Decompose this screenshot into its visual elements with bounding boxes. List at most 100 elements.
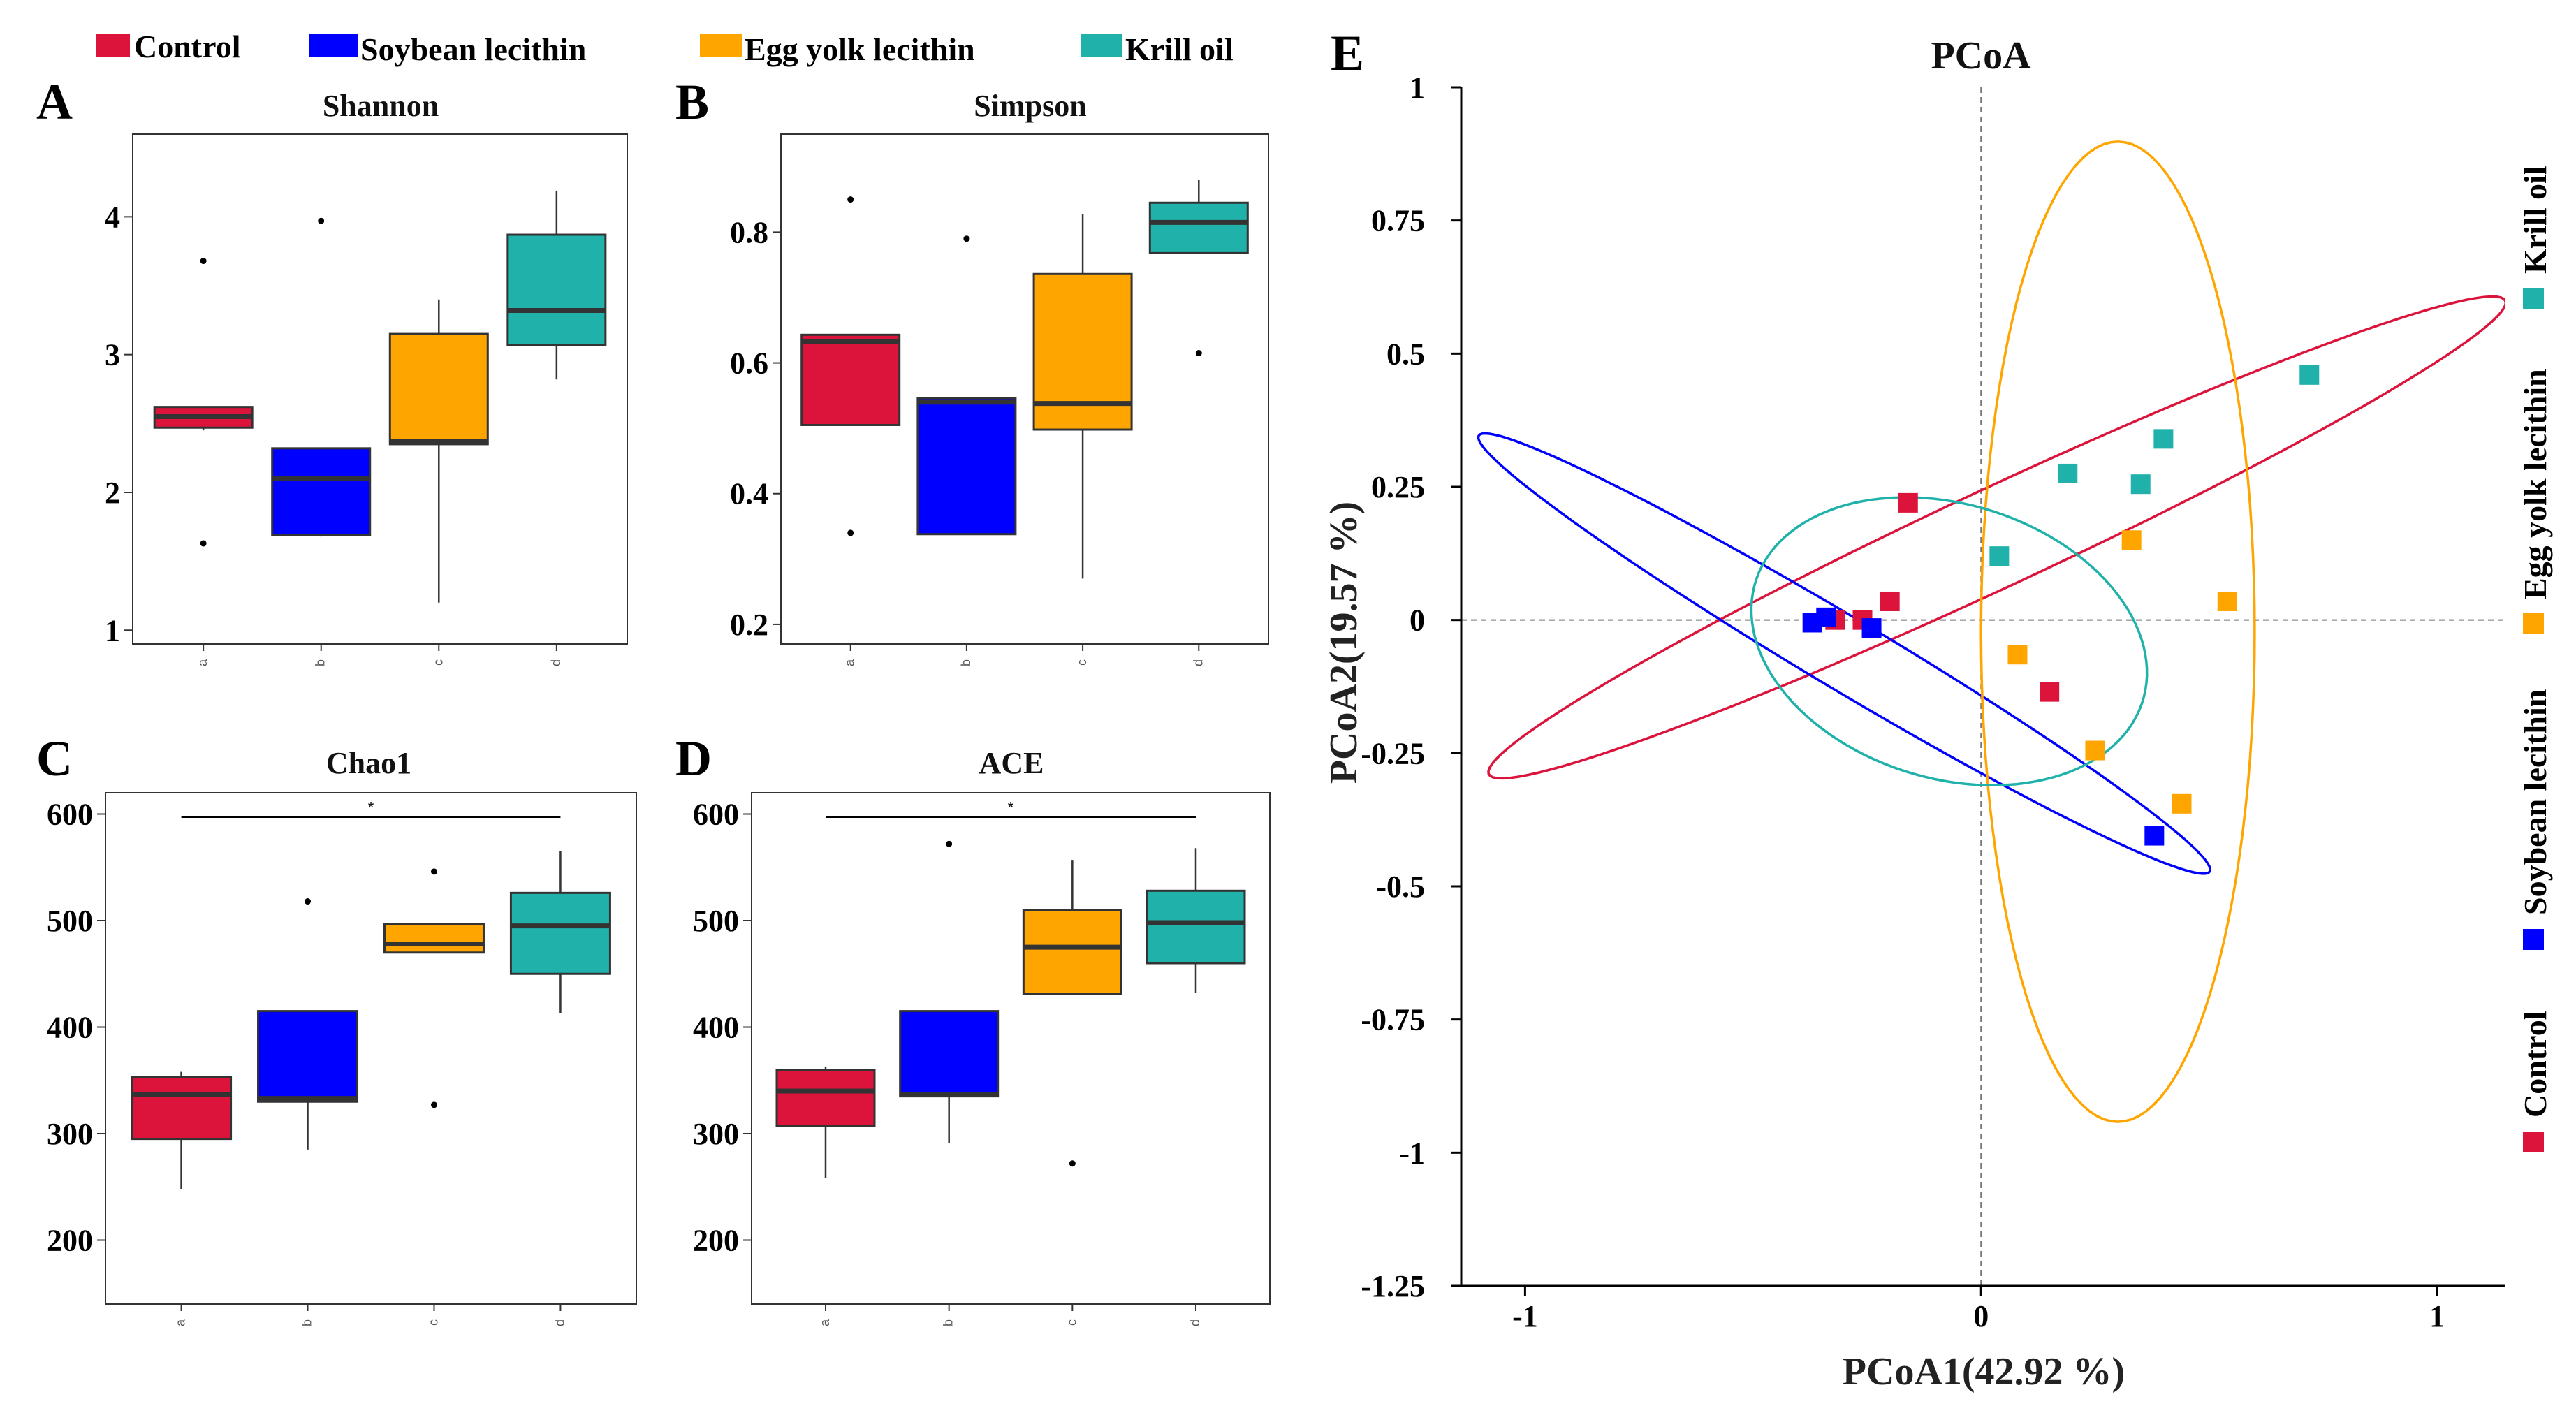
y-tick-label: 400 [47, 1011, 93, 1045]
box-a [131, 1076, 233, 1141]
box-d [509, 891, 611, 975]
box-b [271, 447, 372, 536]
x-tick-label: c [1075, 659, 1089, 666]
point-egg-yolk-lecithin [2085, 740, 2105, 761]
y-tick-label: -0.75 [1361, 1003, 1425, 1037]
panel-e-x-axis-label: PCoA1(42.92 %) [1843, 1350, 2125, 1393]
y-tick-label: -1.25 [1361, 1269, 1425, 1303]
legend-soybean-label: Soybean lecithin [360, 31, 586, 67]
outlier-point [946, 840, 953, 847]
panel-e-y-axis-label: PCoA2(19.57 %) [1322, 501, 1366, 784]
panel-b-frame [780, 133, 1269, 645]
box-c [383, 923, 485, 954]
y-tick-label: 500 [693, 904, 739, 938]
panel-d-boxes: * [775, 799, 1246, 1179]
significance-label: * [368, 799, 374, 816]
y-tick-label: 0.8 [730, 215, 768, 249]
y-tick-label: 4 [105, 200, 120, 234]
confidence-ellipse-soybean-lecithin [1477, 432, 2212, 875]
point-krill-oil [1989, 546, 2010, 566]
y-tick-label: 1 [105, 613, 120, 647]
y-tick-label: 0.5 [1386, 337, 1425, 371]
panel-c-frame [105, 792, 637, 1305]
box-b [916, 397, 1017, 536]
x-tick-label: a [818, 1319, 832, 1326]
y-tick-label: 1 [1410, 71, 1425, 105]
panel-a-shannon: A Shannon 1 2 3 4 a b c d [36, 74, 628, 666]
y-tick-label: 400 [693, 1011, 739, 1045]
outlier-point [430, 1101, 437, 1108]
outlier-point [318, 217, 325, 224]
legend-control-swatch [96, 34, 130, 57]
panel-e-pcoa: E PCoA -1.25 -1 -0.75 -0.5 -0.25 0 0.25 0.5 0.75… [1322, 25, 2553, 1393]
y-tick-label: 500 [47, 904, 93, 938]
panel-d-title: ACE [979, 746, 1044, 780]
panel-b-title: Simpson [974, 89, 1086, 123]
outlier-point [1195, 350, 1202, 357]
pcoa-legend-control-swatch [2523, 1132, 2544, 1152]
box-c [1022, 909, 1122, 995]
y-tick-label: 0.4 [730, 477, 768, 511]
point-control [2040, 682, 2060, 702]
pcoa-legend-krill-swatch [2523, 288, 2544, 309]
outlier-point [847, 196, 854, 203]
outlier-point [200, 258, 207, 265]
panel-a-axes: 1 2 3 4 a b c d [105, 200, 563, 666]
panel-letter-a: A [36, 74, 73, 130]
legend-soybean-swatch [309, 34, 358, 57]
outlier-point [1069, 1160, 1076, 1167]
legend-krill-swatch [1081, 34, 1122, 57]
box-a [775, 1069, 876, 1127]
box-b [899, 1010, 1000, 1098]
pcoa-legend-egg-yolk-label: Egg yolk lecithin [2517, 369, 2553, 599]
y-tick-label: 600 [693, 798, 739, 832]
y-tick-label: 0.2 [730, 608, 768, 642]
point-egg-yolk-lecithin [2172, 793, 2192, 814]
panel-d-ace: D ACE 200 300 400 500 600 a b c d * [675, 731, 1271, 1326]
panel-letter-d: D [675, 731, 712, 786]
point-soybean-lecithin [1816, 607, 1836, 627]
y-tick-label: 200 [693, 1224, 739, 1258]
panel-c-chao1: C Chao1 200 300 400 500 600 a b c d * [36, 731, 637, 1326]
panel-e-axes: -1.25 -1 -0.75 -0.5 -0.25 0 0.25 0.5 0.75 1 -1 0 1 [1361, 71, 2445, 1333]
y-tick-label: 300 [693, 1117, 739, 1151]
pcoa-legend-soybean-label: Soybean lecithin [2517, 689, 2553, 915]
point-control [1880, 591, 1900, 611]
y-tick-label: -1 [1399, 1136, 1425, 1170]
point-krill-oil [2153, 429, 2174, 449]
x-tick-label: d [552, 1319, 566, 1326]
outlier-point [200, 540, 207, 547]
legend-control-label: Control [134, 29, 241, 64]
x-tick-label: d [1191, 659, 1205, 666]
x-tick-label: b [314, 659, 328, 666]
point-egg-yolk-lecithin [2217, 591, 2237, 611]
point-krill-oil [2299, 365, 2320, 385]
panel-a-boxes [153, 190, 607, 603]
point-soybean-lecithin [1861, 618, 1882, 638]
panel-e-title: PCoA [1931, 34, 2031, 78]
x-tick-label: -1 [1512, 1299, 1538, 1333]
outlier-point [430, 868, 437, 875]
legend-egg-yolk-label: Egg yolk lecithin [745, 31, 975, 67]
panel-letter-c: C [36, 731, 73, 786]
significance-label: * [1008, 799, 1014, 816]
point-egg-yolk-lecithin [2121, 530, 2142, 550]
panel-e-ellipses [1477, 140, 2505, 1123]
outlier-point [963, 235, 970, 242]
panel-b-boxes [800, 180, 1249, 579]
box-d [506, 233, 607, 346]
panel-a-title: Shannon [323, 89, 439, 123]
point-soybean-lecithin [2144, 826, 2165, 846]
panel-c-boxes: * [131, 799, 611, 1189]
pcoa-legend-krill-label: Krill oil [2517, 166, 2553, 274]
box-d [1148, 201, 1249, 254]
panel-d-frame [751, 792, 1271, 1305]
y-tick-label: 300 [47, 1117, 93, 1151]
confidence-ellipse-krill-oil [1750, 496, 2149, 787]
panel-e-points [1802, 365, 2320, 846]
pcoa-legend-egg-yolk-swatch [2523, 613, 2544, 634]
x-tick-label: c [1064, 1319, 1078, 1326]
point-control [1898, 492, 1918, 513]
x-tick-label: 0 [1973, 1299, 1989, 1333]
pcoa-legend-control-label: Control [2517, 1011, 2553, 1118]
